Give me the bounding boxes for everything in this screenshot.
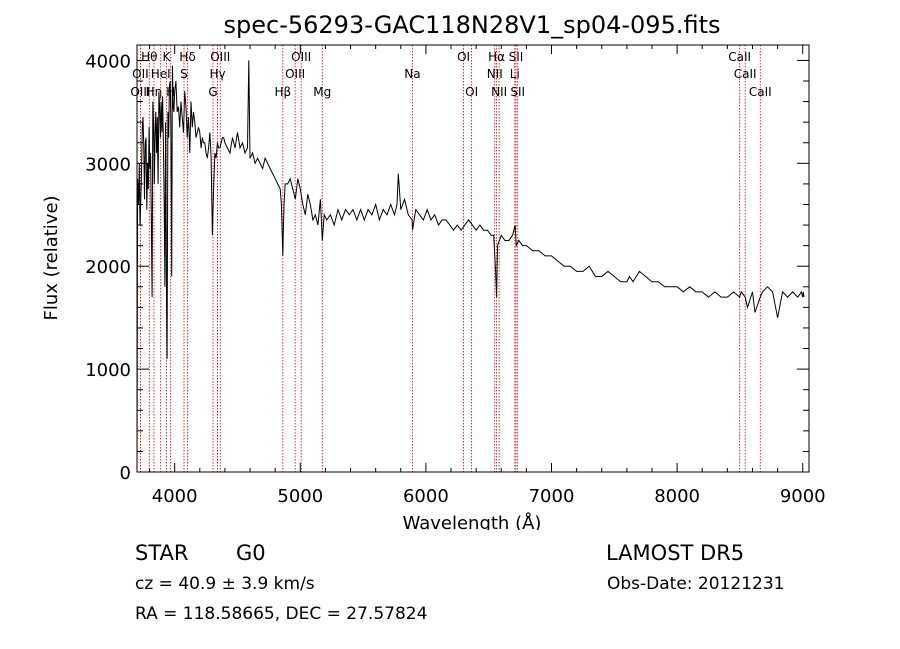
- line-marker-label: Hγ: [209, 67, 225, 81]
- line-marker-label: Mg: [313, 85, 331, 99]
- spectrum-chart: spec-56293-GAC118N28V1_sp04-095.fits Hθ O…: [41, 11, 826, 530]
- line-marker-label: SII: [509, 50, 524, 64]
- x-tick-label: 4000: [152, 486, 198, 507]
- line-marker-label: OIII: [291, 50, 311, 64]
- line-marker-label: CaII: [749, 85, 772, 99]
- line-marker-label: NII: [491, 85, 507, 99]
- line-marker-label: Hα: [488, 50, 505, 64]
- redshift-value: cz = 40.9 ± 3.9 km/s: [135, 574, 315, 594]
- line-marker-label: OIII: [285, 67, 305, 81]
- x-tick-label: 8000: [654, 486, 700, 507]
- line-marker-label: OIII: [130, 85, 150, 99]
- line-marker-label: OI: [457, 50, 470, 64]
- x-tick-label: 7000: [529, 486, 575, 507]
- line-marker-label: OIII: [210, 50, 230, 64]
- line-marker-label: OII: [132, 67, 149, 81]
- object-class: STAR: [135, 541, 189, 565]
- line-marker-label: NII: [487, 67, 503, 81]
- observation-date: Obs-Date: 20121231: [607, 574, 785, 594]
- survey-label: LAMOST DR5: [606, 541, 745, 565]
- line-marker-label: Na: [404, 67, 420, 81]
- y-tick-label: 4000: [85, 51, 131, 72]
- line-marker-label: Hβ: [274, 85, 291, 99]
- spectrum-line: [136, 60, 805, 473]
- line-marker-label: G: [208, 85, 217, 99]
- line-marker-label: CaII: [728, 50, 751, 64]
- line-marker-label: Li: [510, 67, 520, 81]
- line-marker-label: S: [180, 67, 188, 81]
- line-marker-label: SII: [510, 85, 525, 99]
- x-axis-label: Wavelength (Å): [403, 512, 542, 530]
- y-axis-label: Flux (relative): [41, 195, 62, 320]
- line-marker-label: OI: [465, 85, 478, 99]
- chart-title: spec-56293-GAC118N28V1_sp04-095.fits: [224, 11, 721, 39]
- x-tick-label: 9000: [780, 486, 826, 507]
- line-marker-label: Hη: [146, 85, 163, 99]
- line-marker-label: Hθ: [141, 50, 157, 64]
- y-tick-label: 2000: [85, 257, 131, 278]
- spectral-subclass: G0: [236, 541, 266, 565]
- line-marker-label: CaII: [734, 67, 757, 81]
- coordinates: RA = 118.58665, DEC = 27.57824: [135, 604, 428, 624]
- line-marker-label: K: [162, 50, 171, 64]
- line-marker-label: Hδ: [179, 50, 195, 64]
- plot-frame: [136, 44, 810, 473]
- y-tick-label: 0: [120, 463, 131, 484]
- y-tick-label: 1000: [85, 360, 131, 381]
- x-tick-label: 5000: [277, 486, 323, 507]
- line-marker-label: HeI: [151, 67, 171, 81]
- axis-ticks: 4000 5000 6000 7000 8000 9000 0 1000 2000 3000 400…: [85, 45, 826, 507]
- x-tick-label: 6000: [403, 486, 449, 507]
- y-tick-label: 3000: [85, 154, 131, 175]
